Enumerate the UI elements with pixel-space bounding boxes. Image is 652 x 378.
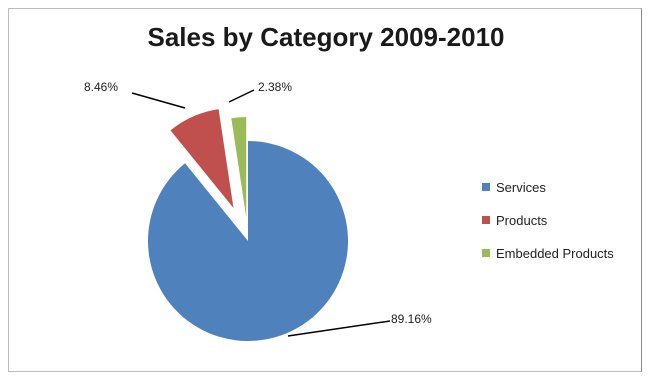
data-label-products: 8.46% [84, 80, 118, 94]
chart-title: Sales by Category 2009-2010 [147, 22, 505, 52]
pie-slice-embedded-products [231, 117, 247, 218]
legend-swatch-embedded-products [482, 249, 490, 257]
legend-label-embedded-products: Embedded Products [496, 245, 614, 261]
legend-item-products: Products [482, 212, 614, 228]
legend-item-embedded-products: Embedded Products [482, 245, 614, 261]
legend-item-services: Services [482, 179, 614, 195]
data-label-embedded-products: 2.38% [258, 80, 292, 94]
leader-lines [131, 89, 391, 337]
pie-slice-products [170, 109, 234, 209]
leader-line-services [287, 320, 391, 337]
data-labels: 89.16% 8.46% 2.38% [84, 80, 432, 326]
leader-line-embedded-products [228, 89, 255, 103]
leader-line-products [131, 92, 186, 109]
legend: Services Products Embedded Products [482, 179, 614, 278]
legend-label-products: Products [496, 212, 548, 228]
data-label-services: 89.16% [391, 312, 432, 326]
pie-slice-services [148, 141, 348, 341]
legend-label-services: Services [496, 179, 546, 195]
legend-swatch-products [482, 216, 490, 224]
legend-swatch-services [482, 183, 490, 191]
pie-slices [148, 109, 348, 341]
